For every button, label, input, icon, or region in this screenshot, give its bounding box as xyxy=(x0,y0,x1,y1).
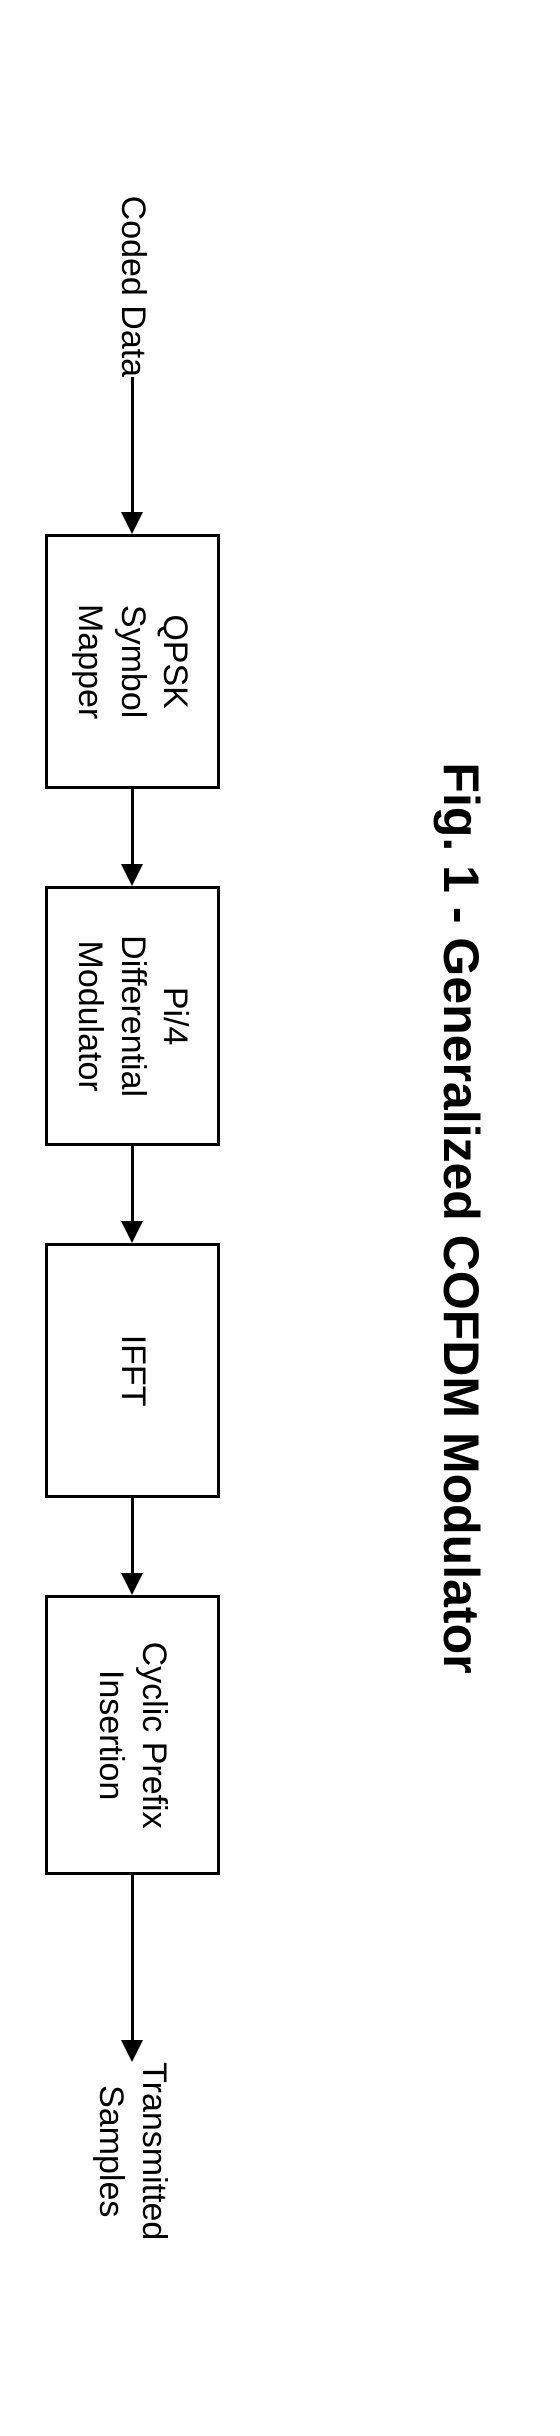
arrow-head-icon xyxy=(122,864,144,886)
input-label: Coded Data xyxy=(111,196,154,377)
block-qpsk-symbol-mapper: QPSKSymbolMapper xyxy=(45,534,220,789)
arrow-line xyxy=(131,1498,134,1573)
arrow-line xyxy=(131,1875,134,2040)
arrow-0 xyxy=(122,377,144,534)
arrow-head-icon xyxy=(122,512,144,534)
arrow-line xyxy=(131,377,134,512)
block-pi4-differential-modulator: Pi/4DifferentialModulator xyxy=(45,886,220,1146)
arrow-2 xyxy=(122,1146,144,1243)
arrow-head-icon xyxy=(122,1221,144,1243)
arrow-line xyxy=(131,1146,134,1221)
arrow-line xyxy=(131,789,134,864)
arrow-3 xyxy=(122,1498,144,1595)
arrow-4 xyxy=(122,1875,144,2062)
arrow-head-icon xyxy=(122,1573,144,1595)
diagram-canvas: Fig. 1 - Generalized COFDM Modulator Cod… xyxy=(0,0,560,2436)
arrow-1 xyxy=(122,789,144,886)
flow-row: Coded Data QPSKSymbolMapper Pi/4Differen… xyxy=(45,0,220,2436)
figure-title: Fig. 1 - Generalized COFDM Modulator xyxy=(432,0,490,2436)
block-cyclic-prefix-insertion: Cyclic PrefixInsertion xyxy=(45,1595,220,1875)
arrow-head-icon xyxy=(122,2040,144,2062)
block-ifft: IFFT xyxy=(45,1243,220,1498)
output-label: TransmittedSamples xyxy=(90,2062,175,2240)
